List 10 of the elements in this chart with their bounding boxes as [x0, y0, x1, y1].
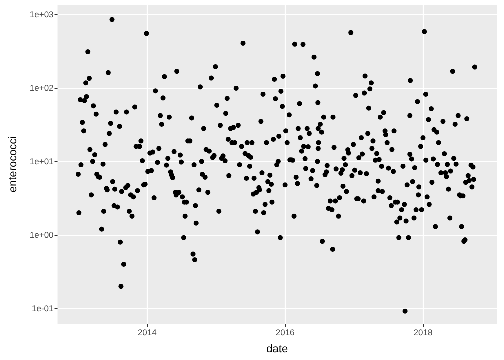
y-tick-label: 1e+02	[30, 83, 54, 94]
y-tick-label: 1e-01	[32, 304, 54, 314]
y-axis-title: enterococci	[8, 136, 20, 193]
y-tick-label: 1e+00	[30, 230, 54, 240]
y-tick-label: 1e+03	[30, 10, 54, 20]
y-tick-label: 1e+01	[30, 156, 54, 167]
x-tick-label: 2016	[276, 328, 296, 338]
x-tick-label: 2014	[138, 328, 158, 338]
x-axis-title: date	[266, 344, 288, 356]
x-tick-label: 2018	[414, 328, 433, 338]
